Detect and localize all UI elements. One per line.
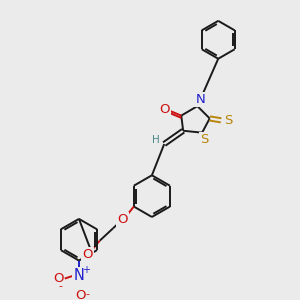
Text: N: N <box>195 93 205 106</box>
Text: N: N <box>74 268 84 283</box>
Text: O: O <box>76 289 86 300</box>
Text: S: S <box>224 114 233 127</box>
Text: S: S <box>200 133 208 146</box>
Text: O: O <box>82 248 93 261</box>
Text: +: + <box>82 265 90 275</box>
Text: -: - <box>85 289 89 299</box>
Text: O: O <box>159 103 169 116</box>
Text: H: H <box>152 135 160 145</box>
Text: -: - <box>58 281 62 291</box>
Text: O: O <box>117 213 128 226</box>
Text: O: O <box>53 272 63 285</box>
